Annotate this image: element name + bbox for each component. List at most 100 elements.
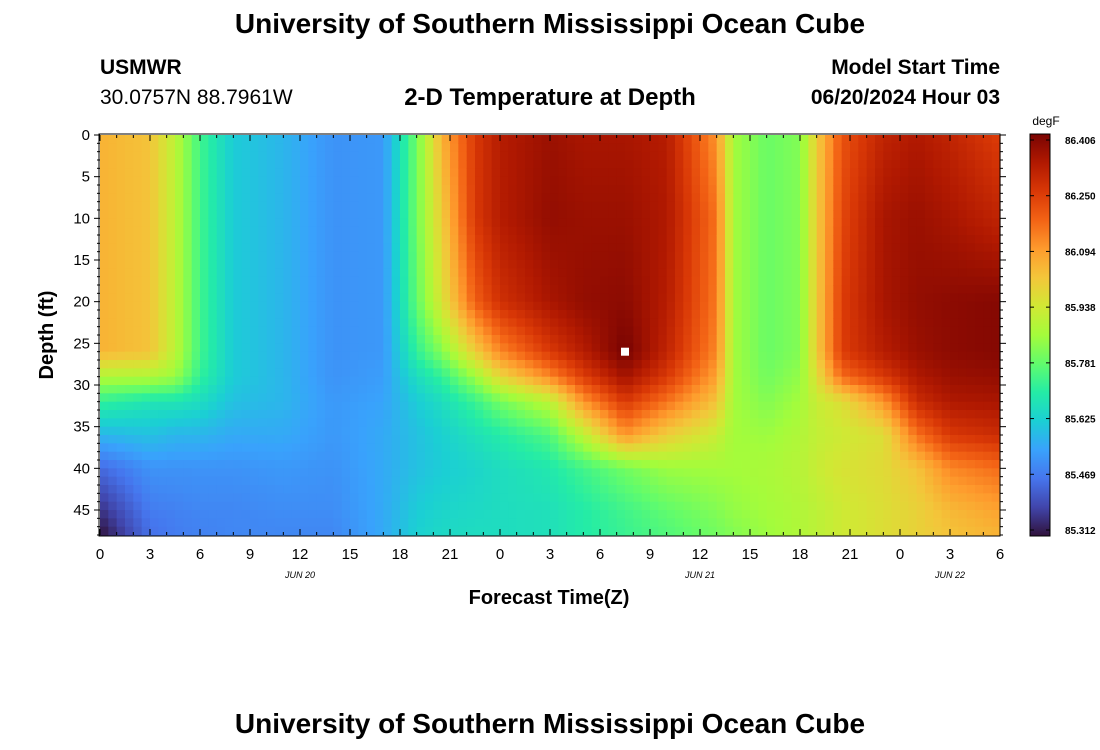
heatmap-cell [150,393,159,403]
heatmap-cell [525,368,534,378]
heatmap-cell [441,276,451,286]
heatmap-cell [116,443,126,453]
heatmap-cell [333,385,343,394]
heatmap-cell [716,235,726,244]
heatmap-cell [408,226,418,236]
heatmap-cell [775,485,784,494]
heatmap-cell [733,435,743,444]
heatmap-cell [308,335,318,344]
heatmap-cell [341,301,351,311]
heatmap-cell [233,285,243,294]
heatmap-cell [833,268,843,278]
heatmap-cell [100,435,109,444]
heatmap-cell [933,418,943,428]
heatmap-cell [741,510,751,519]
heatmap-cell [200,151,209,161]
heatmap-cell [808,393,818,403]
heatmap-cell [916,260,926,269]
heatmap-cell [383,526,393,536]
heatmap-cell [858,143,868,153]
heatmap-cell [850,243,859,253]
heatmap-cell [750,168,759,178]
heatmap-cell [400,210,409,219]
heatmap-cell [908,410,918,419]
heatmap-cell [558,460,568,469]
heatmap-cell [133,293,143,303]
heatmap-cell [833,160,843,169]
heatmap-cell [375,426,384,436]
heatmap-cell [733,285,743,294]
heatmap-cell [441,443,451,453]
heatmap-cell [133,443,143,453]
heatmap-cell [800,160,809,169]
heatmap-cell [941,426,951,436]
heatmap-cell [591,510,601,519]
heatmap-cell [308,160,318,169]
heatmap-cell [891,376,901,386]
heatmap-cell [775,301,784,311]
heatmap-cell [933,293,943,303]
heatmap-cell [591,443,601,453]
heatmap-cell [808,468,818,478]
heatmap-cell [866,185,876,194]
heatmap-cell [125,310,134,319]
heatmap-cell [566,493,576,503]
heatmap-cell [283,260,293,269]
heatmap-cell [191,393,201,403]
heatmap-cell [925,476,934,486]
heatmap-cell [541,360,551,369]
heatmap-cell [283,168,293,178]
heatmap-cell [950,168,959,178]
heatmap-cell [125,168,134,178]
heatmap-cell [800,335,809,344]
heatmap-cell [166,301,176,311]
heatmap-cell [158,460,168,469]
heatmap-cell [758,135,768,144]
heatmap-cell [441,176,451,186]
heatmap-cell [666,193,676,203]
heatmap-cell [750,251,759,261]
heatmap-cell [550,418,559,428]
heatmap-cell [341,410,351,419]
heatmap-cell [841,485,851,494]
heatmap-cell [291,343,301,353]
heatmap-cell [500,510,509,519]
heatmap-cell [683,318,693,328]
heatmap-cell [575,168,584,178]
heatmap-cell [250,451,259,461]
heatmap-cell [791,218,801,228]
heatmap-cell [916,410,926,419]
heatmap-cell [575,376,584,386]
heatmap-cell [500,176,509,186]
heatmap-cell [100,176,109,186]
heatmap-cell [858,285,868,294]
heatmap-cell [266,351,276,361]
heatmap-cell [125,160,134,169]
heatmap-cell [766,510,776,519]
heatmap-cell [291,143,301,153]
heatmap-cell [758,493,768,503]
heatmap-cell [275,468,284,478]
heatmap-cell [208,510,218,519]
heatmap-cell [125,418,134,428]
heatmap-cell [408,410,418,419]
heatmap-cell [608,168,618,178]
heatmap-cell [125,335,134,344]
heatmap-cell [425,326,434,336]
heatmap-cell [108,135,118,144]
heatmap-cell [625,143,634,153]
heatmap-cell [391,310,401,319]
heatmap-cell [508,193,518,203]
heatmap-cell [158,476,168,486]
heatmap-cell [583,193,593,203]
heatmap-cell [883,193,893,203]
heatmap-cell [591,410,601,419]
heatmap-cell [675,301,684,311]
heatmap-cell [833,351,843,361]
heatmap-cell [425,235,434,244]
heatmap-cell [241,251,251,261]
heatmap-cell [416,351,426,361]
heatmap-cell [808,310,818,319]
heatmap-cell [241,201,251,211]
heatmap-cell [875,218,884,228]
